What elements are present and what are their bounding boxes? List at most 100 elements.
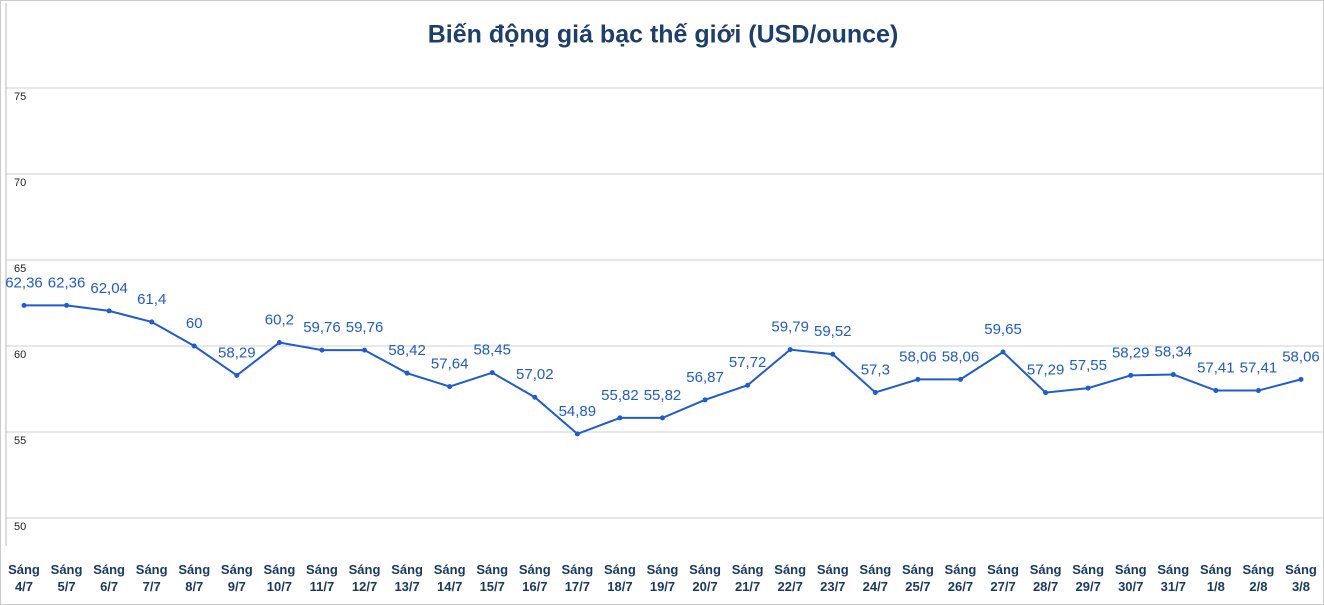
x-tick-label: Sáng 31/7 <box>1157 562 1190 594</box>
point <box>1128 372 1134 378</box>
x-tick-label: Sáng 19/7 <box>646 562 679 594</box>
x-tick-label: Sáng 8/7 <box>178 562 211 594</box>
chart-title: Biến động giá bạc thế giới (USD/ounce) <box>428 21 899 49</box>
value-label: 59,52 <box>814 323 852 340</box>
value-label: 57,02 <box>516 366 554 383</box>
point <box>745 382 751 388</box>
y-tick-label: 65 <box>14 263 26 275</box>
y-tick-label: 50 <box>14 521 26 533</box>
point <box>404 370 410 376</box>
x-tick-label: Sáng 24/7 <box>859 562 892 594</box>
point <box>234 372 240 378</box>
y-tick-label: 75 <box>14 91 26 103</box>
value-label: 59,76 <box>303 319 341 336</box>
x-tick-label: Sáng 1/8 <box>1199 562 1232 594</box>
x-tick-label: Sáng 2/8 <box>1242 562 1275 594</box>
y-tick-label: 55 <box>14 435 26 447</box>
value-label: 57,55 <box>1069 357 1107 374</box>
x-tick-label: Sáng 13/7 <box>391 562 423 594</box>
value-label: 62,04 <box>90 280 128 297</box>
point <box>915 376 921 382</box>
value-label: 60,2 <box>265 312 294 329</box>
value-label: 58,06 <box>899 348 937 365</box>
value-label: 62,36 <box>5 274 43 291</box>
x-tick-label: Sáng 7/7 <box>135 562 168 594</box>
point <box>447 384 453 390</box>
point <box>617 415 623 421</box>
point <box>1255 388 1261 394</box>
value-label: 58,06 <box>1282 348 1320 365</box>
value-label: 56,87 <box>686 369 724 386</box>
value-label: 57,72 <box>729 354 767 371</box>
x-tick-label: Sáng 16/7 <box>518 562 551 594</box>
x-tick-label: Sáng 6/7 <box>93 562 126 594</box>
value-label: 57,64 <box>431 356 469 373</box>
x-tick-label: Sáng 3/8 <box>1285 562 1317 594</box>
value-label: 59,65 <box>984 321 1022 338</box>
point <box>64 302 70 308</box>
x-tick-label: Sáng 21/7 <box>731 562 764 594</box>
value-label: 58,06 <box>942 348 980 365</box>
value-label: 58,29 <box>218 344 256 361</box>
x-tick-label: Sáng 18/7 <box>604 562 636 594</box>
x-tick-label: Sáng 27/7 <box>987 562 1019 594</box>
point <box>957 376 963 382</box>
point <box>319 347 325 353</box>
point <box>574 431 580 437</box>
point <box>362 347 368 353</box>
x-tick-label: Sáng 9/7 <box>220 562 253 594</box>
value-label: 57,3 <box>861 361 890 378</box>
y-tick-label: 60 <box>14 349 26 361</box>
value-label: 57,41 <box>1197 360 1235 377</box>
value-label: 54,89 <box>559 403 597 420</box>
value-label: 58,34 <box>1155 344 1193 361</box>
x-tick-label: Sáng 26/7 <box>944 562 977 594</box>
x-tick-label: Sáng 11/7 <box>306 562 338 594</box>
point <box>106 308 112 314</box>
x-tick-label: Sáng 10/7 <box>263 562 296 594</box>
x-tick-label: Sáng 30/7 <box>1114 562 1147 594</box>
value-label: 61,4 <box>137 291 166 308</box>
x-tick-label: Sáng 15/7 <box>476 562 509 594</box>
value-label: 58,42 <box>388 342 426 359</box>
point <box>532 394 538 400</box>
x-tick-label: Sáng 14/7 <box>433 562 466 594</box>
x-tick-label: Sáng 29/7 <box>1072 562 1105 594</box>
point <box>872 389 878 395</box>
point <box>149 319 155 325</box>
point <box>276 340 282 346</box>
point <box>1170 372 1176 378</box>
x-tick-label: Sáng 5/7 <box>50 562 83 594</box>
point <box>830 351 836 357</box>
point <box>21 302 27 308</box>
value-label: 57,41 <box>1240 360 1278 377</box>
x-tick-label: Sáng 20/7 <box>689 562 721 594</box>
point <box>1043 390 1049 396</box>
value-label: 58,29 <box>1112 344 1150 361</box>
line <box>24 304 1302 436</box>
point <box>660 415 665 421</box>
value-label: 60 <box>186 315 203 332</box>
point <box>1213 388 1219 394</box>
point <box>1298 376 1304 382</box>
x-tick-label: Sáng 17/7 <box>561 562 594 594</box>
x-tick-label: Sáng 12/7 <box>348 562 381 594</box>
x-tick-label: Sáng 25/7 <box>901 562 934 594</box>
y-tick-label: 70 <box>14 177 26 189</box>
value-label: 59,76 <box>346 319 384 336</box>
point <box>787 347 793 353</box>
point <box>1085 385 1091 391</box>
point <box>191 343 197 349</box>
x-tick-label: Sáng 23/7 <box>816 562 849 594</box>
value-label: 62,36 <box>48 274 86 291</box>
point <box>702 397 708 403</box>
value-label: 57,29 <box>1027 362 1065 379</box>
x-tick-label: Sáng 4/7 <box>8 562 40 594</box>
value-label: 55,82 <box>644 387 682 404</box>
x-tick-label: Sáng 28/7 <box>1029 562 1062 594</box>
value-label: 59,79 <box>771 319 809 336</box>
value-label: 58,45 <box>473 342 511 359</box>
point <box>1000 349 1006 355</box>
